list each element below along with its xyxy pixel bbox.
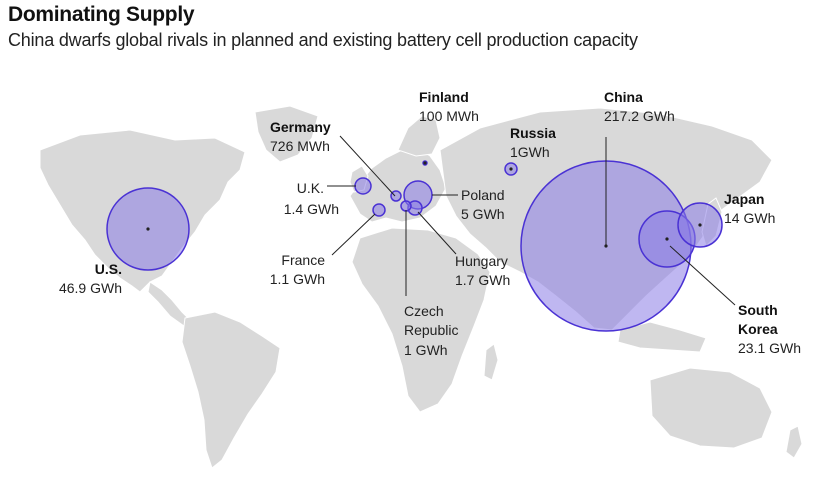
central-america [147, 281, 191, 327]
label-us-name: U.S. [95, 261, 122, 277]
label-poland-name: Poland [461, 187, 505, 203]
bubble-france[interactable] [372, 203, 386, 217]
leader-hungary [417, 211, 457, 255]
label-czech-name2: Republic [404, 322, 458, 338]
new-zealand [785, 425, 803, 459]
dot-finland [423, 161, 427, 165]
scandinavia [397, 115, 441, 157]
land-masses [39, 105, 803, 469]
africa [351, 227, 491, 413]
dot-us [146, 227, 150, 231]
dot-japan [698, 223, 702, 227]
leader-france [331, 213, 376, 256]
madagascar [483, 343, 499, 381]
labels: Finland 100 MWh Germany 726 MWh Russia 1… [59, 89, 801, 358]
dot-russia [509, 167, 513, 171]
dot-china [604, 244, 608, 248]
label-germany-name: Germany [270, 119, 331, 135]
chart-subtitle: China dwarfs global rivals in planned an… [8, 30, 638, 50]
chart-title: Dominating Supply [8, 3, 195, 26]
label-czech-value: 1 GWh [404, 342, 448, 358]
label-france-name: France [281, 252, 325, 268]
label-russia-value: 1GWh [510, 144, 550, 160]
label-uk-name: U.K. [297, 180, 324, 196]
label-us-value: 46.9 GWh [59, 280, 122, 296]
label-south-korea-name2: Korea [738, 321, 778, 337]
label-russia-name: Russia [510, 125, 556, 141]
label-japan-name: Japan [724, 191, 764, 207]
label-hungary-name: Hungary [455, 253, 508, 269]
australia [649, 367, 773, 449]
label-china-value: 217.2 GWh [604, 108, 675, 124]
south-america [181, 311, 281, 469]
leader-lines [327, 135, 736, 306]
label-france-value: 1.1 GWh [270, 271, 325, 287]
label-south-korea-name1: South [738, 302, 778, 318]
greenland [254, 105, 319, 163]
leader-dots [146, 161, 702, 248]
label-china-name: China [604, 89, 643, 105]
dot-south-korea [665, 237, 669, 241]
label-uk-value: 1.4 GWh [284, 201, 339, 217]
southeast-asia-islands [617, 321, 707, 353]
label-germany-value: 726 MWh [270, 138, 330, 154]
label-finland-value: 100 MWh [419, 108, 479, 124]
label-poland-value: 5 GWh [461, 206, 505, 222]
bubble-uk[interactable] [354, 177, 372, 195]
label-south-korea-value: 23.1 GWh [738, 340, 801, 356]
bubble-germany[interactable] [390, 190, 402, 202]
label-finland-name: Finland [419, 89, 469, 105]
leader-germany [339, 135, 396, 197]
label-czech-name1: Czech [404, 303, 444, 319]
label-hungary-value: 1.7 GWh [455, 272, 510, 288]
label-japan-value: 14 GWh [724, 210, 775, 226]
leader-south-korea [669, 245, 736, 306]
bubble-czech[interactable] [400, 200, 412, 212]
